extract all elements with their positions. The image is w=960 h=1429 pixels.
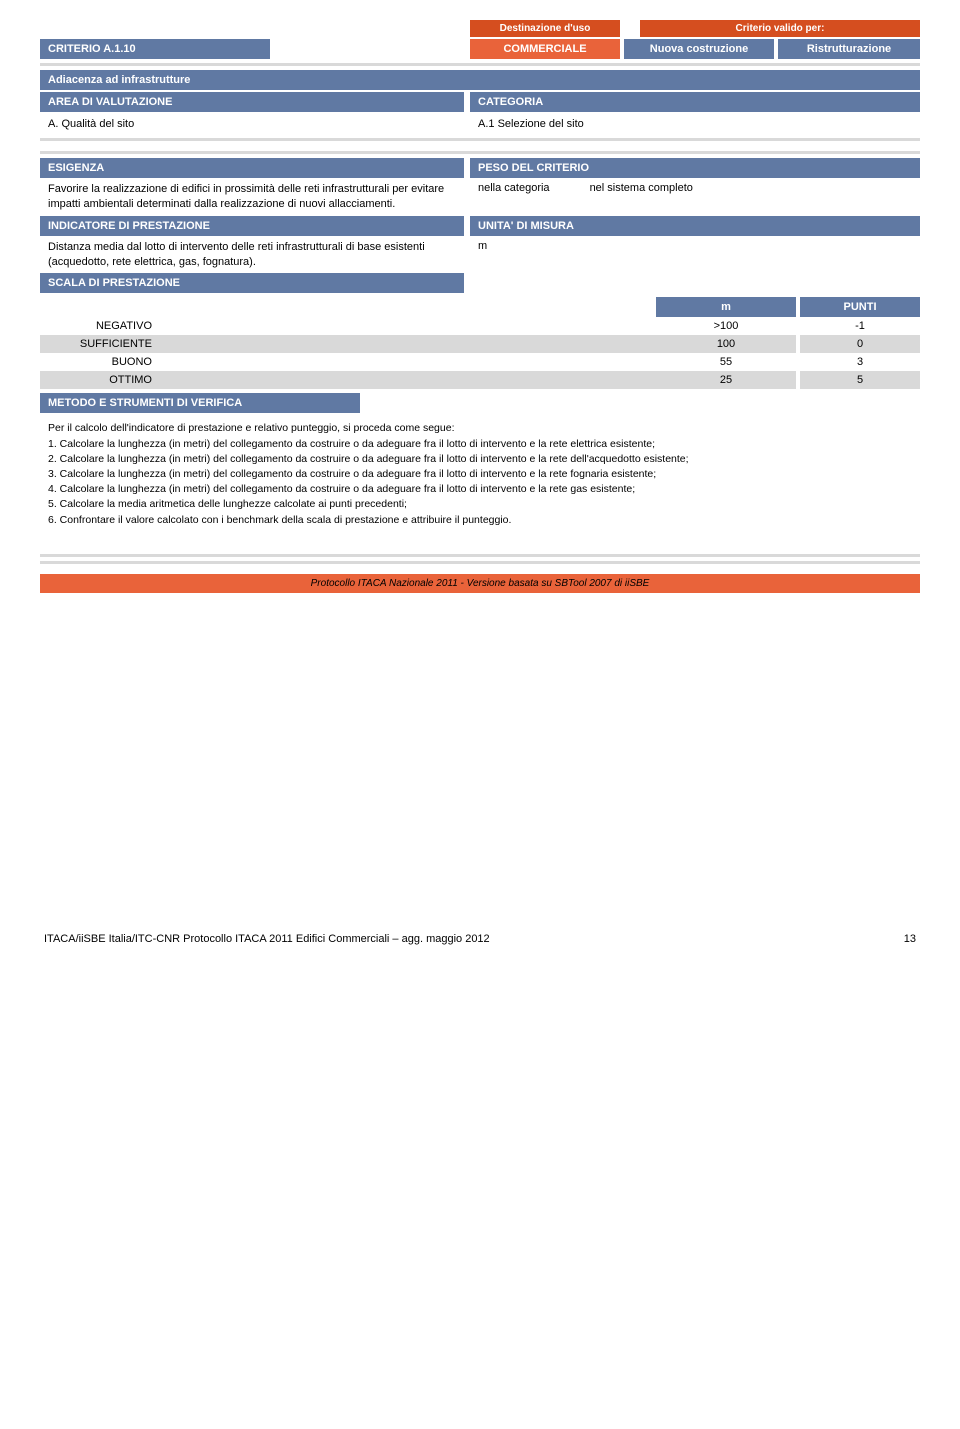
metodo-step: 3. Calcolare la lunghezza (in metri) del…	[48, 467, 912, 482]
adiacenza-label: Adiacenza ad infrastrutture	[40, 70, 920, 90]
area-categoria-headers: AREA DI VALUTAZIONE CATEGORIA	[40, 92, 920, 112]
nel-sistema: nel sistema completo	[590, 182, 693, 194]
unita-value: m	[470, 238, 920, 254]
metodo-header-row: METODO E STRUMENTI DI VERIFICA	[40, 393, 920, 413]
scale-punti-value: 3	[800, 353, 920, 371]
divider	[40, 561, 920, 564]
scale-table: m PUNTI NEGATIVO>100-1SUFFICIENTE1000BUO…	[40, 297, 920, 389]
esigenza-headers: ESIGENZA PESO DEL CRITERIO	[40, 158, 920, 178]
scale-label: SUFFICIENTE	[40, 335, 160, 353]
metodo-intro: Per il calcolo dell'indicatore di presta…	[48, 421, 912, 436]
metodo-step: 2. Calcolare la lunghezza (in metri) del…	[48, 452, 912, 467]
divider	[40, 63, 920, 66]
table-row: OTTIMO 255	[40, 371, 920, 389]
indicatore-content: Distanza media dal lotto di intervento d…	[40, 238, 920, 272]
scale-rows-container: NEGATIVO>100-1SUFFICIENTE1000BUONO553OTT…	[40, 317, 920, 389]
divider	[40, 138, 920, 141]
spacer	[160, 371, 656, 389]
scale-table-head: m PUNTI	[40, 297, 920, 317]
header-nuova: Nuova costruzione	[624, 39, 774, 59]
footer-band: Protocollo ITACA Nazionale 2011 - Versio…	[40, 574, 920, 593]
page-footer-left: ITACA/iiSBE Italia/ITC-CNR Protocollo IT…	[44, 933, 490, 945]
nella-categoria: nella categoria	[478, 182, 550, 194]
header-row: CRITERIO A.1.10 COMMERCIALE Nuova costru…	[40, 39, 920, 59]
table-row: BUONO 553	[40, 353, 920, 371]
divider	[40, 151, 920, 154]
indicatore-headers: INDICATORE DI PRESTAZIONE UNITA' DI MISU…	[40, 216, 920, 236]
metodo-title: METODO E STRUMENTI DI VERIFICA	[40, 393, 360, 413]
table-row: SUFFICIENTE 1000	[40, 335, 920, 353]
esigenza-content: Favorire la realizzazione di edifici in …	[40, 180, 920, 214]
scale-label: BUONO	[40, 353, 160, 371]
spacer	[40, 20, 470, 37]
peso-title: PESO DEL CRITERIO	[470, 158, 920, 178]
metodo-step: 1. Calcolare la lunghezza (in metri) del…	[48, 437, 912, 452]
qualita-sito: A. Qualità del sito	[40, 114, 464, 134]
col-m-header: m	[656, 297, 796, 317]
col-punti-header: PUNTI	[800, 297, 920, 317]
metodo-step: 5. Calcolare la media aritmetica delle l…	[48, 497, 912, 512]
esigenza-text: Favorire la realizzazione di edifici in …	[40, 180, 464, 214]
scale-label: NEGATIVO	[40, 317, 160, 335]
selezione-sito: A.1 Selezione del sito	[470, 114, 920, 134]
header-ristrutturazione: Ristrutturazione	[778, 39, 920, 59]
peso-values: nella categoria nel sistema completo	[470, 180, 920, 196]
scale-m-value: 55	[656, 353, 796, 371]
metodo-content: Per il calcolo dell'indicatore di presta…	[40, 415, 920, 534]
spacer	[160, 317, 656, 335]
area-valutazione-header: AREA DI VALUTAZIONE	[40, 92, 464, 112]
scale-punti-value: 0	[800, 335, 920, 353]
table-row: NEGATIVO >100-1	[40, 317, 920, 335]
spacer	[160, 297, 656, 317]
spacer	[40, 297, 160, 317]
scale-m-value: 25	[656, 371, 796, 389]
area-categoria-values: A. Qualità del sito A.1 Selezione del si…	[40, 114, 920, 134]
top-labels-row: Destinazione d'uso Criterio valido per:	[40, 20, 920, 37]
metodo-steps: 1. Calcolare la lunghezza (in metri) del…	[48, 437, 912, 528]
scale-punti-value: 5	[800, 371, 920, 389]
spacer	[270, 39, 470, 59]
scale-label: OTTIMO	[40, 371, 160, 389]
scale-m-value: >100	[656, 317, 796, 335]
spacer	[160, 353, 656, 371]
page-footer: ITACA/iiSBE Italia/ITC-CNR Protocollo IT…	[40, 933, 920, 945]
esigenza-title: ESIGENZA	[40, 158, 464, 178]
indicatore-title: INDICATORE DI PRESTAZIONE	[40, 216, 464, 236]
metodo-step: 6. Confrontare il valore calcolato con i…	[48, 513, 912, 528]
scale-punti-value: -1	[800, 317, 920, 335]
label-destinazione: Destinazione d'uso	[470, 20, 620, 37]
metodo-step: 4. Calcolare la lunghezza (in metri) del…	[48, 482, 912, 497]
label-criterio-valido: Criterio valido per:	[640, 20, 920, 37]
page-footer-right: 13	[904, 933, 916, 945]
header-commerciale: COMMERCIALE	[470, 39, 620, 59]
criterio-code: CRITERIO A.1.10	[40, 39, 270, 59]
unita-title: UNITA' DI MISURA	[470, 216, 920, 236]
categoria-header: CATEGORIA	[470, 92, 920, 112]
spacer	[620, 20, 640, 37]
adiacenza-row: Adiacenza ad infrastrutture	[40, 70, 920, 90]
divider	[40, 554, 920, 557]
scala-title: SCALA DI PRESTAZIONE	[40, 273, 464, 293]
scale-m-value: 100	[656, 335, 796, 353]
indicatore-text: Distanza media dal lotto di intervento d…	[40, 238, 464, 272]
scala-header-row: SCALA DI PRESTAZIONE	[40, 273, 920, 293]
spacer	[160, 335, 656, 353]
